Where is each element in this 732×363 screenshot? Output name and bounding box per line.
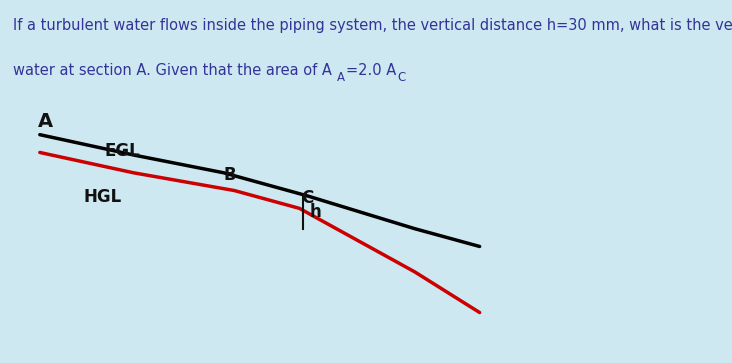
Text: h: h: [310, 203, 321, 221]
Text: C: C: [397, 71, 406, 84]
Text: EGL: EGL: [105, 142, 141, 160]
Text: B: B: [224, 166, 236, 184]
Text: If a turbulent water flows inside the piping system, the vertical distance h=30 : If a turbulent water flows inside the pi…: [13, 18, 732, 33]
Text: A: A: [38, 112, 53, 131]
Text: C: C: [302, 189, 314, 207]
Text: A: A: [337, 71, 345, 84]
Text: water at section A. Given that the area of A: water at section A. Given that the area …: [13, 63, 332, 78]
Text: HGL: HGL: [83, 188, 122, 206]
Text: =2.0 A: =2.0 A: [346, 63, 396, 78]
